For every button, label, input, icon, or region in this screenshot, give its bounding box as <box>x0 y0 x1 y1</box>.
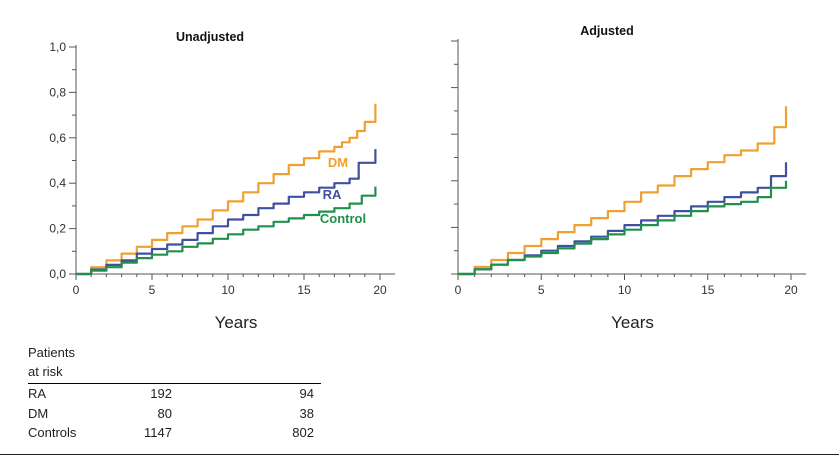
x-tick-label: 5 <box>149 283 156 297</box>
x-tick-label: 20 <box>373 283 387 297</box>
series-label-ra: RA <box>323 187 342 202</box>
series-line-dm <box>76 103 377 276</box>
risk-value-second: 94 <box>299 386 314 401</box>
risk-row-dm: DM 80 38 <box>28 404 324 424</box>
x-tick-label: 5 <box>538 283 545 297</box>
series-label-dm: DM <box>328 155 348 170</box>
y-tick-label: 0,8 <box>49 85 66 99</box>
x-tick-label: 20 <box>784 283 798 297</box>
panel-title: Unadjusted <box>176 30 244 44</box>
series-line-dm <box>458 106 788 276</box>
risk-row-label: DM <box>28 405 49 421</box>
x-tick-label: 10 <box>221 283 235 297</box>
x-tick-label: 15 <box>701 283 715 297</box>
series-line-control <box>76 186 377 276</box>
risk-row-controls: Controls 1147 802 <box>28 423 324 443</box>
patients-at-risk-table: Patients at risk RA 192 94 DM 80 38 Cont… <box>28 343 324 443</box>
risk-value-first: 192 <box>150 386 172 401</box>
series-line-ra <box>76 149 377 276</box>
risk-row-label: Controls <box>28 425 77 440</box>
y-tick-label: 0,4 <box>49 176 66 190</box>
risk-header-line-2: at risk <box>28 364 63 379</box>
bottom-divider <box>0 454 839 455</box>
x-tick-label: 0 <box>73 283 80 297</box>
x-tick-label: 0 <box>455 283 462 297</box>
panel-title: Adjusted <box>580 24 633 38</box>
risk-row-ra: RA 192 94 <box>28 384 324 404</box>
risk-table-header: Patients at risk <box>28 343 321 384</box>
x-axis-label: Years <box>611 313 654 332</box>
x-tick-label: 10 <box>618 283 632 297</box>
risk-value-second: 802 <box>292 425 314 440</box>
risk-header-line-1: Patients <box>28 345 75 360</box>
series-label-control: Control <box>320 211 366 226</box>
x-tick-label: 15 <box>297 283 311 297</box>
x-axis-label: Years <box>215 313 258 332</box>
y-tick-label: 0,6 <box>49 131 66 145</box>
risk-value-second: 38 <box>299 405 314 421</box>
risk-row-label: RA <box>28 386 47 401</box>
y-tick-label: 1,0 <box>49 40 66 54</box>
risk-value-first: 80 <box>157 405 172 421</box>
risk-value-first: 1147 <box>144 425 172 440</box>
y-tick-label: 0,2 <box>49 222 66 236</box>
series-line-control <box>458 180 788 276</box>
charts-area: Unadjusted 0,0 0,2 0,4 0,6 0,8 1,0 0 5 10 15 20 Year… <box>49 24 806 332</box>
y-tick-label: 0,0 <box>49 267 66 281</box>
